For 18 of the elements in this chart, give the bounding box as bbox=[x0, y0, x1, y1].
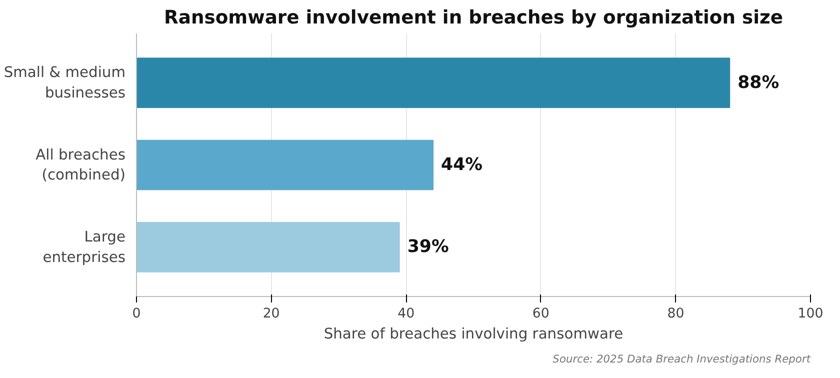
data-label: 44% bbox=[441, 155, 483, 175]
bar bbox=[136, 140, 434, 190]
chart-title: Ransomware involvement in breaches by organization size bbox=[164, 8, 783, 28]
x-axis-title: Share of breaches involving ransomware bbox=[324, 326, 624, 342]
x-tick-label: 0 bbox=[132, 306, 141, 322]
y-tick-label: All breaches (combined) bbox=[36, 146, 126, 184]
bar bbox=[136, 58, 730, 108]
y-tick-label: Large enterprises bbox=[42, 228, 126, 266]
x-tick-label: 20 bbox=[262, 306, 280, 322]
x-tick-label: 100 bbox=[798, 306, 824, 322]
source-note: Source: 2025 Data Breach Investigations Report bbox=[552, 352, 812, 366]
y-tick-label: Small & medium businesses bbox=[4, 64, 126, 102]
x-tick-label: 80 bbox=[667, 306, 684, 322]
data-label: 39% bbox=[407, 237, 449, 258]
bar bbox=[136, 222, 400, 272]
x-tick-label: 60 bbox=[532, 306, 550, 322]
data-label: 88% bbox=[738, 72, 780, 93]
x-tick-label: 40 bbox=[398, 306, 415, 322]
